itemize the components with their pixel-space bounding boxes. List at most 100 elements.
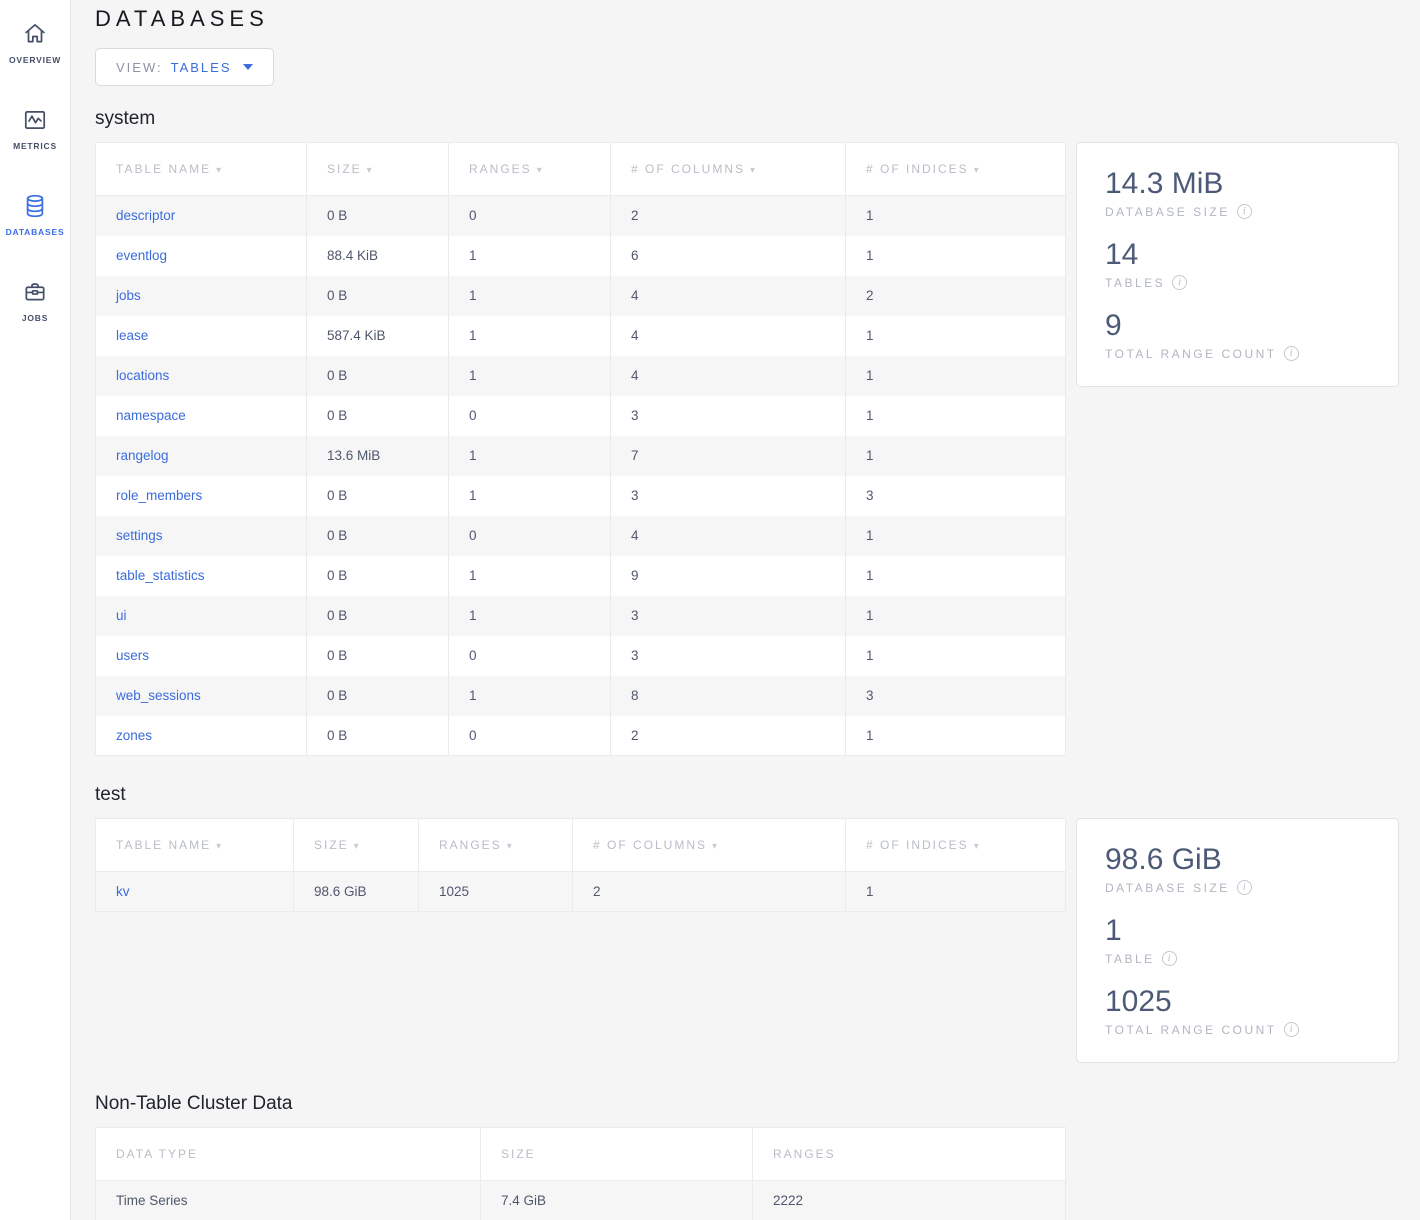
- home-icon: [21, 20, 49, 48]
- columns-cell: 6: [610, 235, 846, 276]
- size-cell: 0 B: [306, 635, 449, 676]
- name-cell: rangelog: [95, 435, 307, 476]
- table-name-link[interactable]: eventlog: [116, 248, 168, 263]
- info-icon[interactable]: i: [1283, 346, 1299, 361]
- column-header-columns[interactable]: # OF COLUMNS ▾: [572, 818, 846, 872]
- columns-cell: 4: [610, 315, 846, 356]
- view-dropdown[interactable]: VIEW: TABLES: [95, 48, 274, 86]
- info-icon[interactable]: i: [1236, 204, 1252, 219]
- size-cell: 98.6 GiB: [293, 871, 419, 912]
- ranges-cell: 1: [448, 235, 611, 276]
- columns-cell: 8: [610, 675, 846, 716]
- ranges-cell: 0: [448, 395, 611, 436]
- indices-cell: 1: [845, 195, 1066, 236]
- info-icon[interactable]: i: [1283, 1022, 1299, 1037]
- table-name-link[interactable]: descriptor: [116, 208, 176, 224]
- name-cell: jobs: [95, 275, 307, 316]
- database-size-metric: 98.6 GiB DATABASE SIZE i: [1105, 843, 1370, 895]
- name-cell: ui: [95, 595, 307, 636]
- indices-cell: 3: [845, 475, 1066, 516]
- tables-count-label: TABLE i: [1105, 951, 1370, 966]
- column-header-ranges[interactable]: RANGES ▾: [418, 818, 573, 872]
- ranges-cell: 0: [448, 715, 611, 756]
- view-dropdown-value: TABLES: [170, 59, 232, 75]
- table-name-link[interactable]: jobs: [116, 288, 141, 303]
- sort-caret-icon: ▾: [973, 165, 981, 176]
- sidebar-item-jobs[interactable]: JOBS: [0, 268, 70, 332]
- sort-caret-icon: ▾: [353, 841, 361, 852]
- column-header-table-name[interactable]: TABLE NAME ▾: [95, 142, 307, 196]
- size-cell: 0 B: [306, 195, 449, 236]
- column-header-ranges[interactable]: RANGES ▾: [448, 142, 611, 196]
- table-name-link[interactable]: role_members: [116, 488, 203, 503]
- sidebar-item-label: DATABASES: [5, 227, 65, 237]
- range-count-value: 9: [1105, 309, 1122, 342]
- column-header-size[interactable]: SIZE ▾: [306, 142, 449, 196]
- info-icon[interactable]: i: [1172, 275, 1188, 290]
- ranges-cell: 1025: [418, 871, 573, 912]
- view-dropdown-label: VIEW:: [116, 59, 163, 75]
- name-cell: users: [95, 635, 307, 676]
- table-name-link[interactable]: locations: [116, 368, 170, 383]
- range-count-metric: 9 TOTAL RANGE COUNT i: [1105, 309, 1370, 361]
- indices-cell: 1: [845, 435, 1066, 476]
- range-count-label: TOTAL RANGE COUNT i: [1105, 1022, 1370, 1037]
- name-cell: zones: [95, 715, 307, 756]
- size-cell: 0 B: [306, 475, 449, 516]
- column-header-size[interactable]: SIZE ▾: [293, 818, 419, 872]
- size-cell: 0 B: [306, 395, 449, 436]
- name-cell: namespace: [95, 395, 307, 436]
- table-name-link[interactable]: lease: [116, 328, 149, 343]
- table-name-link[interactable]: settings: [116, 528, 163, 543]
- table-name-link[interactable]: rangelog: [116, 448, 169, 463]
- sort-caret-icon: ▾: [536, 165, 544, 176]
- table-name-link[interactable]: zones: [116, 727, 153, 743]
- size-cell: 587.4 KiB: [306, 315, 449, 356]
- table-name-link[interactable]: ui: [116, 608, 127, 623]
- sidebar-item-metrics[interactable]: METRICS: [0, 96, 70, 160]
- ranges-cell: 1: [448, 595, 611, 636]
- columns-cell: 2: [610, 715, 846, 756]
- database-section-title-test: test: [95, 784, 126, 805]
- column-header-table-name[interactable]: TABLE NAME ▾: [95, 818, 294, 872]
- name-cell: web_sessions: [95, 675, 307, 716]
- table-name-link[interactable]: table_statistics: [116, 568, 205, 583]
- table-name-link[interactable]: kv: [116, 884, 130, 899]
- table-name-link[interactable]: users: [116, 648, 150, 663]
- sidebar-item-overview[interactable]: OVERVIEW: [0, 10, 70, 74]
- indices-cell: 1: [845, 635, 1066, 676]
- ranges-cell: 1: [448, 675, 611, 716]
- database-size-label: DATABASE SIZE i: [1105, 204, 1370, 219]
- sidebar-item-label: JOBS: [21, 313, 49, 323]
- sidebar-item-databases[interactable]: DATABASES: [0, 182, 70, 246]
- page-title: DATABASES: [95, 6, 269, 31]
- indices-cell: 1: [845, 395, 1066, 436]
- column-header-columns[interactable]: # OF COLUMNS ▾: [610, 142, 846, 196]
- info-icon[interactable]: i: [1161, 951, 1177, 966]
- column-header-indices[interactable]: # OF INDICES ▾: [845, 818, 1066, 872]
- info-icon[interactable]: i: [1236, 880, 1252, 895]
- table-name-link[interactable]: web_sessions: [116, 688, 201, 703]
- column-header-indices[interactable]: # OF INDICES ▾: [845, 142, 1066, 196]
- sort-caret-icon: ▾: [750, 165, 758, 176]
- tables-count-value: 14: [1105, 238, 1139, 271]
- size-cell: 0 B: [306, 715, 449, 756]
- indices-cell: 1: [845, 235, 1066, 276]
- indices-cell: 1: [845, 355, 1066, 396]
- size-cell: 0 B: [306, 595, 449, 636]
- size-cell: 0 B: [306, 555, 449, 596]
- system-section-row: TABLE NAME ▾ SIZE ▾ RANGES ▾ # OF COLUMNS ▾ …: [95, 142, 1400, 756]
- name-cell: settings: [95, 515, 307, 556]
- table-row: rangelog 13.6 MiB 1 7 1: [95, 435, 1066, 476]
- columns-cell: 4: [610, 355, 846, 396]
- indices-cell: 1: [845, 515, 1066, 556]
- system-tables-table: TABLE NAME ▾ SIZE ▾ RANGES ▾ # OF COLUMNS ▾ …: [95, 142, 1066, 756]
- table-name-link[interactable]: namespace: [116, 408, 186, 423]
- indices-cell: 1: [845, 595, 1066, 636]
